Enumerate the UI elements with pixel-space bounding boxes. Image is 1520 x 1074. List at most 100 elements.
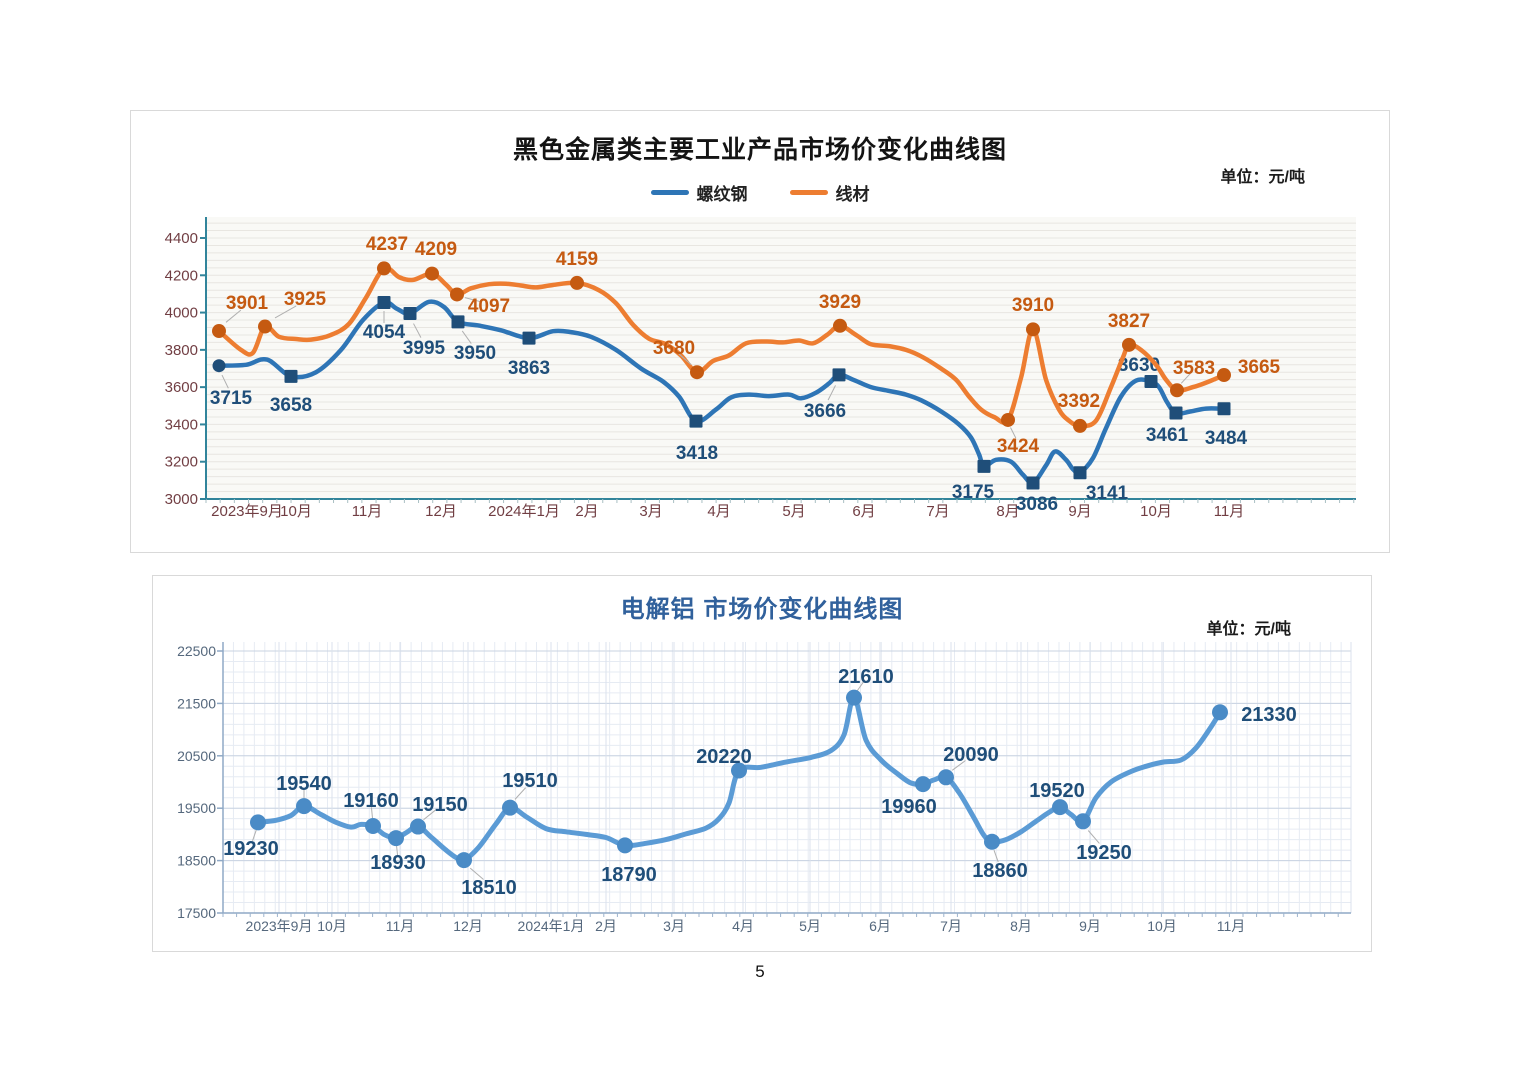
x-tick-label: 5月 [782,503,805,520]
x-tick-label: 12月 [453,918,483,934]
data-point-label: 4054 [363,322,406,343]
data-point-marker [846,689,862,706]
data-point-marker [833,318,847,333]
x-tick-label: 4月 [732,918,754,934]
data-point-label: 3901 [226,293,269,314]
label-leader-line [423,809,436,821]
label-leader-line [469,867,484,880]
label-leader-line [1010,427,1017,439]
label-leader-line [1087,830,1100,844]
data-point-label: 3827 [1108,311,1150,332]
data-point-label: 19160 [343,790,399,812]
y-tick-label: 4400 [165,230,198,247]
gridlines [223,642,1352,914]
axes [217,642,1351,917]
data-point-marker [1073,418,1087,433]
data-point-marker [1144,375,1158,389]
series-0: 19230 19540 19160 18930 19150 18510 19510 18790… [223,666,1297,899]
x-tick-label: 2月 [595,918,617,934]
label-leader-line [1180,373,1191,384]
y-tick-label: 17500 [177,905,216,921]
x-tick-label: 9月 [1068,503,1091,520]
data-point-label: 3175 [952,482,995,503]
legend-label-rebar: 螺纹钢 [696,185,748,204]
data-point-marker [450,287,464,302]
data-point-marker [451,315,465,329]
data-point-marker [456,852,472,869]
data-point-marker [1217,368,1231,383]
data-point-marker [410,818,426,835]
legend-item-rebar: 螺纹钢 [650,180,748,205]
data-point-label: 3910 [1012,295,1054,316]
data-point-label: 3141 [1086,483,1129,504]
data-point-marker [377,296,391,310]
data-point-marker [977,459,991,473]
y-tick-label: 3000 [165,491,198,508]
data-point-marker [1169,406,1183,420]
y-tick-label: 3200 [165,454,198,471]
gridlines [206,222,1356,493]
y-tick-label: 3400 [165,416,198,433]
label-leader-line [370,807,373,819]
data-point-label: 3583 [1173,358,1215,379]
data-point-label: 4097 [468,296,510,317]
x-tick-label: 10月 [1140,503,1172,520]
data-point-marker [212,359,226,373]
y-tick-label: 21500 [177,695,216,711]
data-point-label: 3658 [270,395,312,416]
x-tick-label: 5月 [799,918,821,934]
x-tick-label: 6月 [869,918,891,934]
series-line [216,299,1227,486]
x-tick-label: 8月 [996,503,1019,520]
x-tick-label: 3月 [663,918,685,934]
data-point-label: 21330 [1241,704,1297,726]
x-tick-label: 3月 [639,503,662,520]
label-leader-line [252,829,257,841]
legend-item-wire-rod: 线材 [789,180,870,205]
data-point-label: 3925 [284,289,327,310]
data-point-label: 19520 [1029,780,1085,802]
data-point-label: 3666 [804,401,846,422]
aluminum-chart-card: 电解铝 市场价变化曲线图 单位：元/吨 17500 18500 19500 20500… [152,575,1372,952]
data-point-marker [1170,383,1184,398]
y-tick-label: 18500 [177,853,216,869]
data-point-marker [365,818,381,835]
x-tick-label: 11月 [386,918,415,934]
data-point-label: 19540 [276,773,332,795]
data-point-label: 20090 [943,744,999,766]
x-tick-label: 2023年9月 [246,918,313,934]
data-point-label: 3950 [454,343,496,364]
data-point-label: 21610 [838,666,894,688]
data-point-label: 18510 [461,877,517,899]
data-point-marker [388,830,404,847]
data-point-marker [1075,813,1091,830]
y-tick-label: 19500 [177,800,216,816]
ferrous-chart-title: 黑色金属类主要工业产品市场价变化曲线图 [512,136,1007,164]
y-tick-label: 4200 [165,267,198,284]
data-point-marker [403,307,417,321]
x-tick-label: 7月 [940,918,962,934]
legend-swatch-wire-rod [789,190,828,195]
data-point-marker [1217,402,1231,416]
aluminum-chart-title: 电解铝 市场价变化曲线图 [620,596,904,623]
x-tick-label: 6月 [852,503,875,520]
data-point-marker [212,324,226,339]
data-point-label: 4209 [415,239,457,260]
y-tick-label: 3800 [165,342,198,359]
data-point-label: 3863 [508,358,550,379]
ferrous-unit-label: 单位：元/吨 [1220,169,1305,186]
data-point-marker [938,769,954,786]
y-tick-label: 20500 [177,748,216,764]
data-point-marker [258,319,272,334]
label-leader-line [827,385,836,401]
data-point-marker [296,798,312,815]
data-point-label: 19150 [412,794,468,816]
y-tick-label: 22500 [177,643,216,659]
data-point-label: 20220 [696,746,752,768]
label-leader-line [461,330,472,344]
data-point-label: 3665 [1238,357,1281,378]
data-point-label: 3995 [403,338,446,359]
data-point-marker [284,369,298,383]
data-point-marker [1073,466,1087,480]
